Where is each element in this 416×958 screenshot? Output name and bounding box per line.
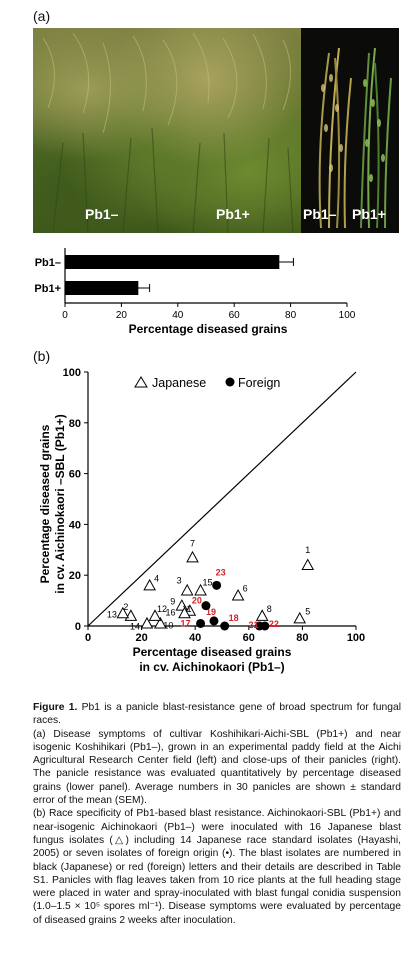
foreign-isolate-label: 17 — [181, 618, 191, 628]
foreign-isolate-label: 23 — [216, 567, 226, 577]
bar-x-tick-label: 100 — [339, 310, 356, 321]
scatter-legend: Japanese Foreign — [135, 376, 280, 390]
bar — [65, 255, 279, 269]
japanese-isolate-label: 15 — [203, 577, 213, 587]
figure-caption: Figure 1. Pb1 is a panicle blast-resista… — [33, 701, 401, 927]
panel-a-letter: (a) — [33, 8, 50, 24]
bar-category-label: Pb1– — [35, 257, 61, 269]
japanese-isolate-label: 9 — [170, 597, 175, 607]
foreign-isolate-point — [209, 616, 218, 625]
scatter-x-tick-label: 80 — [296, 632, 308, 644]
caption-para-b: (b) Race specificity of Pb1-based blast … — [33, 807, 401, 927]
scatter-y-tick-label: 80 — [69, 418, 81, 430]
scatter-y-tick-label: 100 — [63, 367, 81, 379]
japanese-isolate-label: 13 — [107, 609, 117, 619]
scatter-y-tick-label: 40 — [69, 519, 81, 531]
caption-title-line: Figure 1. Pb1 is a panicle blast-resista… — [33, 701, 401, 728]
japanese-isolate-label: 5 — [305, 606, 310, 616]
foreign-isolate-point — [212, 581, 221, 590]
bar-x-tick-label: 0 — [62, 310, 68, 321]
japanese-isolate-label: 7 — [190, 538, 195, 548]
scatter-x-tick-label: 60 — [243, 632, 255, 644]
bar-x-tick-label: 60 — [229, 310, 241, 321]
japanese-isolate-label: 10 — [163, 620, 173, 630]
panicle-drawing — [301, 28, 399, 233]
legend-foreign-label: Foreign — [238, 376, 280, 390]
scatter-chart: 0 20 40 60 80 100 0 20 40 60 80 100 Percentage disea… — [0, 360, 416, 690]
bar-chart: Pb1– Pb1+ 0 20 40 60 80 100 Percentage diseased … — [0, 240, 416, 345]
bar-x-axis-title: Percentage diseased grains — [129, 322, 288, 336]
bar-category-label: Pb1+ — [34, 283, 61, 295]
diagonal-line — [88, 372, 356, 626]
photo-label-pb1-plus-field: Pb1+ — [216, 206, 250, 222]
scatter-y-tick-label: 60 — [69, 469, 81, 481]
scatter-y-tick-label: 0 — [75, 621, 81, 633]
rice-field-texture — [33, 28, 301, 233]
scatter-x-axis-title-line1: Percentage diseased grains — [133, 645, 292, 659]
scatter-x-tick-label: 100 — [347, 632, 365, 644]
caption-title-text: Pb1 is a panicle blast-resistance gene o… — [33, 702, 401, 726]
photo-label-pb1-minus-panicle: Pb1– — [303, 206, 336, 222]
panicle-closeup-photo: Pb1– Pb1+ — [301, 28, 399, 233]
legend-triangle-marker — [135, 377, 147, 387]
bar-x-tick-label: 80 — [285, 310, 297, 321]
japanese-isolate-label: 4 — [154, 573, 159, 583]
japanese-isolate-point — [182, 585, 193, 595]
foreign-isolate-label: 18 — [229, 613, 239, 623]
caption-figure-number: Figure 1. — [33, 702, 77, 713]
japanese-isolate-label: 1 — [305, 545, 310, 555]
photo-label-pb1-plus-panicle: Pb1+ — [352, 206, 386, 222]
japanese-isolate-label: 14 — [130, 621, 140, 631]
bar-x-tick-label: 40 — [172, 310, 184, 321]
bar-x-tick-label: 20 — [116, 310, 128, 321]
foreign-isolate-point — [201, 601, 210, 610]
japanese-isolate-point — [294, 613, 305, 623]
legend-japanese-label: Japanese — [152, 376, 206, 390]
scatter-y-axis-title-line2: in cv. Aichinokaori –SBL (Pb1+) — [53, 414, 67, 594]
scatter-y-tick-label: 20 — [69, 570, 81, 582]
japanese-isolate-label: 6 — [243, 584, 248, 594]
foreign-isolate-point — [196, 619, 205, 628]
caption-para-a: (a) Disease symptoms of cultivar Koshihi… — [33, 728, 401, 808]
scatter-x-axis-title-line2: in cv. Aichinokaori (Pb1–) — [139, 660, 284, 674]
field-photo: Pb1– Pb1+ — [33, 28, 301, 233]
scatter-x-tick-label: 0 — [85, 632, 91, 644]
foreign-isolate-label: 22 — [269, 619, 279, 629]
japanese-isolate-point — [302, 560, 313, 570]
scatter-x-tick-label: 40 — [189, 632, 201, 644]
legend-circle-marker — [226, 378, 235, 387]
japanese-isolate-point — [187, 552, 198, 562]
scatter-y-axis-title-line1: Percentage diseased grains — [38, 424, 52, 583]
japanese-isolate-label: 8 — [267, 604, 272, 614]
scatter-x-tick-label: 20 — [135, 632, 147, 644]
foreign-isolate-label: 20 — [192, 596, 202, 606]
japanese-isolate-label: 3 — [177, 575, 182, 585]
foreign-isolate-label: 21 — [249, 620, 259, 630]
japanese-isolate-label: 16 — [165, 607, 175, 617]
photo-label-pb1-minus-field: Pb1– — [85, 206, 118, 222]
